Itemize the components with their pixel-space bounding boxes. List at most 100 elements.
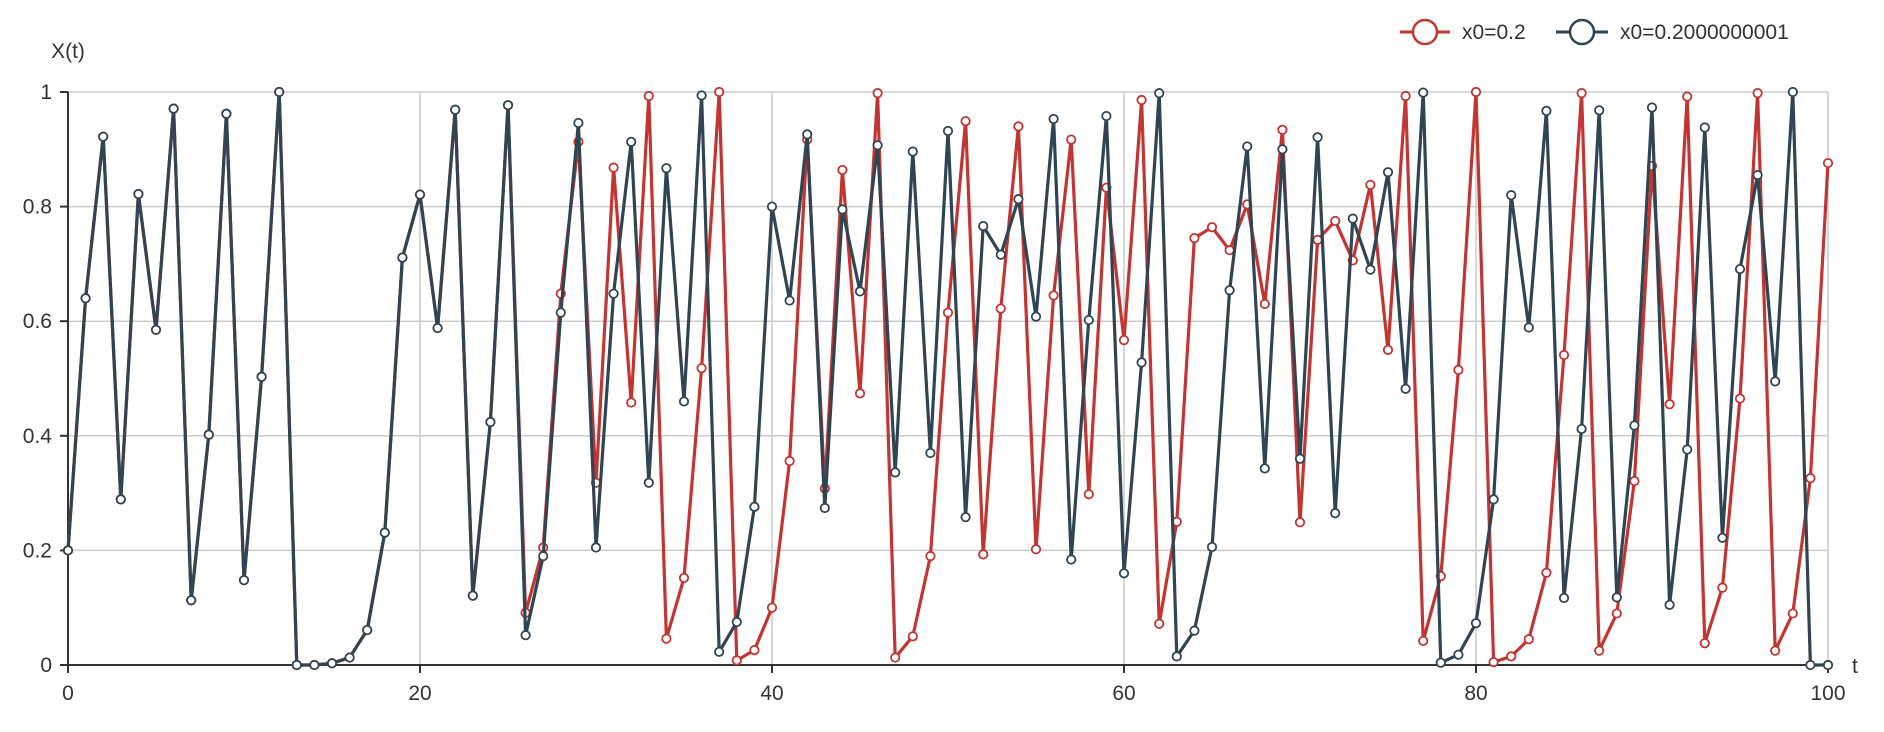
data-point bbox=[1382, 344, 1394, 355]
data-point bbox=[1083, 314, 1094, 326]
data-point bbox=[872, 140, 883, 151]
data-point bbox=[1682, 91, 1693, 102]
data-point bbox=[1541, 567, 1552, 578]
y-tick-label: 0.6 bbox=[23, 310, 52, 333]
legend-item-series-2[interactable]: x0=0.2000000001 bbox=[1556, 18, 1789, 46]
data-point bbox=[1030, 544, 1042, 555]
data-point bbox=[1418, 87, 1429, 98]
data-point bbox=[802, 129, 813, 140]
data-point bbox=[1154, 618, 1165, 629]
data-point bbox=[925, 551, 936, 562]
y-tick-label: 0.8 bbox=[23, 196, 52, 219]
y-tick-label: 0.4 bbox=[23, 425, 53, 448]
data-point bbox=[1066, 554, 1077, 565]
data-point bbox=[1611, 608, 1622, 619]
data-point bbox=[626, 136, 637, 147]
data-point bbox=[1699, 122, 1710, 133]
data-point bbox=[221, 108, 232, 119]
data-point bbox=[168, 103, 179, 114]
data-point bbox=[538, 551, 549, 562]
data-point bbox=[1224, 285, 1235, 296]
data-point bbox=[608, 162, 619, 173]
data-point bbox=[1400, 383, 1411, 394]
x-tick-label: 0 bbox=[62, 682, 74, 705]
data-point bbox=[1259, 463, 1270, 474]
data-point bbox=[960, 116, 971, 127]
data-point bbox=[1365, 264, 1376, 275]
data-point bbox=[133, 188, 144, 200]
data-point bbox=[1523, 322, 1534, 333]
data-point bbox=[1277, 124, 1288, 135]
data-point bbox=[379, 527, 390, 538]
data-point bbox=[186, 595, 197, 606]
data-point bbox=[890, 467, 901, 478]
data-point bbox=[1382, 167, 1394, 178]
data-point bbox=[942, 307, 954, 318]
data-point bbox=[1664, 599, 1675, 610]
legend-marker-series-2 bbox=[1568, 18, 1596, 46]
data-point bbox=[1506, 651, 1517, 662]
data-point bbox=[1594, 105, 1605, 116]
data-point bbox=[1787, 608, 1798, 619]
data-point bbox=[626, 397, 637, 408]
data-point bbox=[1330, 508, 1341, 519]
data-point bbox=[362, 624, 373, 636]
data-point bbox=[502, 100, 514, 111]
data-point bbox=[854, 388, 866, 399]
data-point bbox=[1576, 423, 1587, 435]
data-point bbox=[678, 572, 690, 584]
data-point bbox=[432, 322, 443, 334]
data-point bbox=[1118, 568, 1130, 579]
data-point bbox=[1734, 263, 1746, 275]
y-axis-title: X(t) bbox=[51, 40, 85, 63]
y-tick-label: 0.2 bbox=[23, 539, 52, 562]
axes bbox=[67, 92, 1828, 666]
data-point bbox=[555, 307, 566, 318]
data-point bbox=[98, 131, 109, 142]
data-point bbox=[1435, 657, 1446, 668]
data-point bbox=[238, 575, 250, 586]
data-point bbox=[696, 363, 707, 374]
data-point bbox=[784, 455, 795, 467]
data-point bbox=[1066, 134, 1077, 145]
data-point bbox=[291, 659, 302, 671]
data-point bbox=[1822, 157, 1834, 169]
data-point bbox=[784, 295, 795, 306]
data-point bbox=[872, 88, 883, 99]
x-tick-label: 60 bbox=[1112, 682, 1135, 705]
data-point bbox=[1629, 420, 1640, 431]
x-tick-label: 20 bbox=[408, 682, 431, 705]
data-point bbox=[1171, 651, 1182, 662]
data-point bbox=[1453, 364, 1464, 376]
y-axis-ticks: 0 0.2 0.4 0.6 0.8 1 bbox=[23, 81, 68, 677]
data-point bbox=[1118, 335, 1130, 346]
data-point bbox=[942, 125, 954, 137]
data-point bbox=[1805, 659, 1816, 671]
data-point bbox=[1277, 144, 1288, 155]
x-axis-title: t bbox=[1852, 655, 1858, 678]
data-point bbox=[1523, 634, 1534, 645]
x-tick-label: 40 bbox=[760, 682, 783, 705]
data-point bbox=[1294, 517, 1306, 528]
data-point bbox=[1558, 349, 1570, 361]
data-point bbox=[326, 658, 338, 669]
data-point bbox=[1453, 649, 1464, 660]
data-point bbox=[1206, 222, 1218, 233]
data-point bbox=[573, 117, 584, 129]
data-point bbox=[1682, 444, 1693, 455]
data-point bbox=[590, 542, 602, 553]
data-point bbox=[766, 602, 778, 613]
data-point bbox=[150, 324, 162, 335]
data-point bbox=[1805, 473, 1816, 484]
data-point bbox=[837, 164, 848, 176]
data-point bbox=[485, 416, 496, 428]
legend-item-series-1[interactable]: x0=0.2 bbox=[1400, 18, 1526, 46]
data-point bbox=[696, 90, 707, 101]
series-layer bbox=[62, 86, 1834, 671]
data-point bbox=[1629, 475, 1640, 487]
data-point bbox=[1611, 592, 1622, 603]
data-point bbox=[890, 652, 901, 663]
data-point bbox=[995, 303, 1006, 314]
data-point bbox=[1136, 357, 1147, 368]
